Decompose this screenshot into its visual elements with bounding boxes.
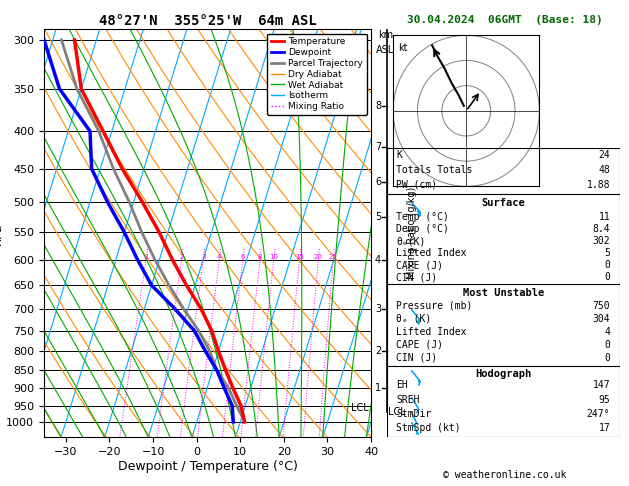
Text: CIN (J): CIN (J) xyxy=(396,272,437,282)
Text: 8.4: 8.4 xyxy=(593,225,610,234)
Text: 1: 1 xyxy=(375,383,381,394)
Text: K: K xyxy=(396,150,402,160)
Text: Lifted Index: Lifted Index xyxy=(396,248,467,259)
Text: Mixing Ratio (g/kg): Mixing Ratio (g/kg) xyxy=(407,187,417,279)
Text: © weatheronline.co.uk: © weatheronline.co.uk xyxy=(443,470,567,480)
Y-axis label: hPa: hPa xyxy=(0,222,4,244)
Text: EH: EH xyxy=(396,380,408,390)
Legend: Temperature, Dewpoint, Parcel Trajectory, Dry Adiabat, Wet Adiabat, Isotherm, Mi: Temperature, Dewpoint, Parcel Trajectory… xyxy=(267,34,367,115)
Text: θₑ (K): θₑ (K) xyxy=(396,313,431,324)
Text: Hodograph: Hodograph xyxy=(475,369,532,379)
Text: 4: 4 xyxy=(217,254,221,260)
Text: 1.88: 1.88 xyxy=(587,180,610,190)
Text: CIN (J): CIN (J) xyxy=(396,353,437,363)
Text: kt: kt xyxy=(398,43,408,53)
Text: LCL: LCL xyxy=(351,403,369,413)
Text: Surface: Surface xyxy=(481,198,525,208)
Text: 6: 6 xyxy=(240,254,245,260)
Text: Dewp (°C): Dewp (°C) xyxy=(396,225,449,234)
Text: 4: 4 xyxy=(375,255,381,265)
Text: 147: 147 xyxy=(593,380,610,390)
Text: ASL: ASL xyxy=(376,45,394,55)
Text: 2: 2 xyxy=(179,254,184,260)
Text: km: km xyxy=(377,30,393,40)
Text: 24: 24 xyxy=(599,150,610,160)
Text: 0: 0 xyxy=(604,353,610,363)
Text: 304: 304 xyxy=(593,313,610,324)
Text: Totals Totals: Totals Totals xyxy=(396,165,472,175)
Text: 95: 95 xyxy=(599,395,610,404)
Text: 25: 25 xyxy=(329,254,338,260)
X-axis label: Dewpoint / Temperature (°C): Dewpoint / Temperature (°C) xyxy=(118,460,298,473)
Text: 20: 20 xyxy=(314,254,323,260)
Text: LCL: LCL xyxy=(389,407,406,417)
Text: 3: 3 xyxy=(375,304,381,314)
Text: θₑ(K): θₑ(K) xyxy=(396,236,426,246)
Text: 8: 8 xyxy=(258,254,262,260)
Text: Lifted Index: Lifted Index xyxy=(396,327,467,337)
Text: 4: 4 xyxy=(604,327,610,337)
Text: 30.04.2024  06GMT  (Base: 18): 30.04.2024 06GMT (Base: 18) xyxy=(407,15,603,25)
Text: 48: 48 xyxy=(599,165,610,175)
Text: 17: 17 xyxy=(599,423,610,433)
Text: 3: 3 xyxy=(201,254,206,260)
Text: 0: 0 xyxy=(604,260,610,270)
Text: PW (cm): PW (cm) xyxy=(396,180,437,190)
Text: 6: 6 xyxy=(375,177,381,188)
Text: 15: 15 xyxy=(295,254,304,260)
Text: 302: 302 xyxy=(593,236,610,246)
Text: CAPE (J): CAPE (J) xyxy=(396,340,443,350)
Text: 1: 1 xyxy=(144,254,148,260)
Text: 7: 7 xyxy=(375,142,381,152)
Text: 5: 5 xyxy=(604,248,610,259)
Text: 10: 10 xyxy=(269,254,278,260)
Text: Pressure (mb): Pressure (mb) xyxy=(396,301,472,311)
Text: SREH: SREH xyxy=(396,395,420,404)
Title: 48°27'N  355°25'W  64m ASL: 48°27'N 355°25'W 64m ASL xyxy=(99,14,316,28)
Text: 0: 0 xyxy=(604,340,610,350)
Text: CAPE (J): CAPE (J) xyxy=(396,260,443,270)
Text: 0: 0 xyxy=(604,272,610,282)
Text: 5: 5 xyxy=(375,212,381,223)
Text: Most Unstable: Most Unstable xyxy=(462,288,544,297)
Text: 11: 11 xyxy=(599,212,610,223)
Text: 2: 2 xyxy=(375,346,381,356)
Text: Temp (°C): Temp (°C) xyxy=(396,212,449,223)
Text: StmSpd (kt): StmSpd (kt) xyxy=(396,423,461,433)
Text: StmDir: StmDir xyxy=(396,409,431,419)
Text: 247°: 247° xyxy=(587,409,610,419)
Text: 8: 8 xyxy=(375,102,381,111)
Text: 750: 750 xyxy=(593,301,610,311)
